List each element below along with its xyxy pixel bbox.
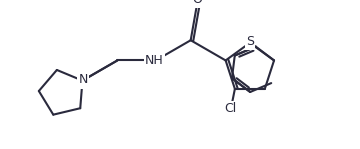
Text: N: N: [78, 73, 88, 86]
Text: S: S: [246, 35, 254, 48]
Text: NH: NH: [145, 54, 163, 67]
Text: O: O: [192, 0, 202, 6]
Text: N: N: [78, 75, 87, 88]
Text: Cl: Cl: [225, 102, 237, 115]
